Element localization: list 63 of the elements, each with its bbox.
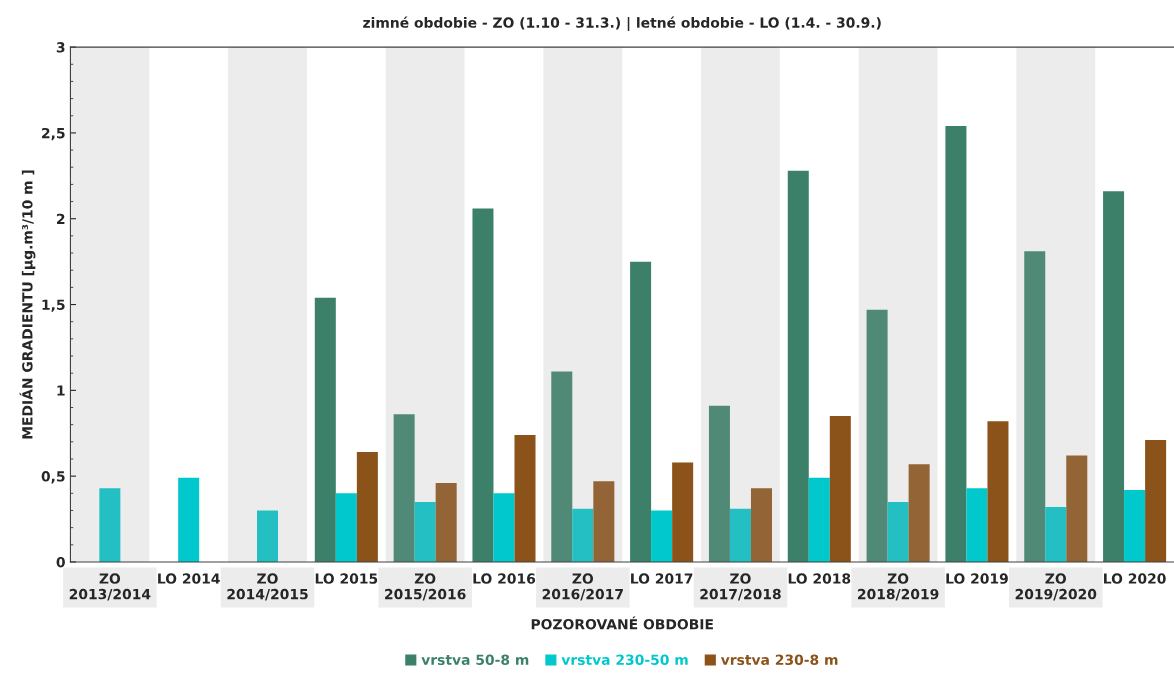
bar: [1145, 440, 1167, 562]
legend-label: vrstva 230-8 m: [720, 654, 838, 666]
bar: [335, 493, 357, 562]
y-tick-label: 3: [56, 42, 65, 53]
bar: [908, 464, 930, 562]
bar: [435, 483, 457, 562]
bar: [178, 477, 200, 562]
x-axis-title: POZOROVANÉ OBDOBIE: [531, 616, 713, 630]
bar: [672, 462, 694, 562]
bar: [572, 508, 594, 562]
x-tick-label: ZO 2014/2015: [227, 573, 308, 601]
x-tick-label: ZO 2019/2020: [1015, 573, 1097, 601]
bar: [945, 126, 967, 562]
bar: [314, 297, 336, 562]
bar: [514, 434, 536, 562]
x-tick-label: ZO 2016/2017: [542, 573, 623, 601]
bar: [1045, 507, 1067, 562]
bar: [987, 421, 1009, 562]
y-tick-label: 0: [56, 556, 65, 568]
bar: [414, 501, 436, 562]
y-tick-label: 2,5: [42, 127, 65, 141]
bar: [829, 416, 851, 562]
bar: [966, 488, 988, 562]
x-tick-label: ZO 2018/2019: [858, 573, 939, 601]
bar: [356, 452, 378, 562]
bar: [256, 510, 279, 562]
bar: [472, 208, 494, 562]
bar: [593, 481, 615, 562]
bar: [1124, 489, 1146, 562]
bar: [1066, 455, 1088, 562]
bar: [99, 488, 121, 562]
x-tick-label: LO 2014: [158, 573, 220, 584]
y-tick-label: 1: [57, 385, 65, 396]
y-tick-label: 0,5: [41, 471, 65, 484]
y-tick-label: 1,5: [42, 299, 65, 312]
x-tick-label: LO 2017: [631, 573, 693, 584]
bar: [808, 477, 830, 562]
x-tick-label: LO 2019: [946, 573, 1008, 584]
x-tick-label: LO 2016: [473, 573, 536, 584]
bar: [729, 508, 751, 562]
legend-label: vrstva 50-8 m: [421, 654, 529, 666]
bar: [887, 501, 909, 562]
bar: [651, 510, 673, 562]
chart-title: zimné obdobie - ZO (1.10 - 31.3.) | letné obdobie - LO (1.4. - 30.9.): [363, 16, 881, 31]
bar: [866, 309, 888, 562]
x-tick-label: LO 2018: [788, 573, 851, 584]
y-axis-title: MEDIÁN GRADIENTU [μg.m³/10 m ]: [19, 170, 36, 439]
x-tick-label: ZO 2013/2014: [69, 573, 151, 601]
x-tick-label: LO 2020: [1104, 573, 1166, 584]
bar: [1103, 191, 1125, 562]
legend-label: vrstva 230-50 m: [561, 654, 688, 666]
bar: [393, 414, 415, 562]
x-tick-label: ZO 2015/2016: [385, 573, 466, 601]
bar: [551, 371, 573, 562]
x-tick-label: LO 2015: [315, 573, 378, 584]
bar: [493, 493, 515, 562]
bar: [708, 405, 730, 562]
y-tick-label: 2: [57, 213, 65, 224]
x-tick-label: ZO 2017/2018: [700, 573, 781, 601]
bar: [750, 488, 772, 562]
bar: [630, 261, 652, 562]
bar: [1024, 251, 1046, 562]
bar: [787, 170, 809, 562]
